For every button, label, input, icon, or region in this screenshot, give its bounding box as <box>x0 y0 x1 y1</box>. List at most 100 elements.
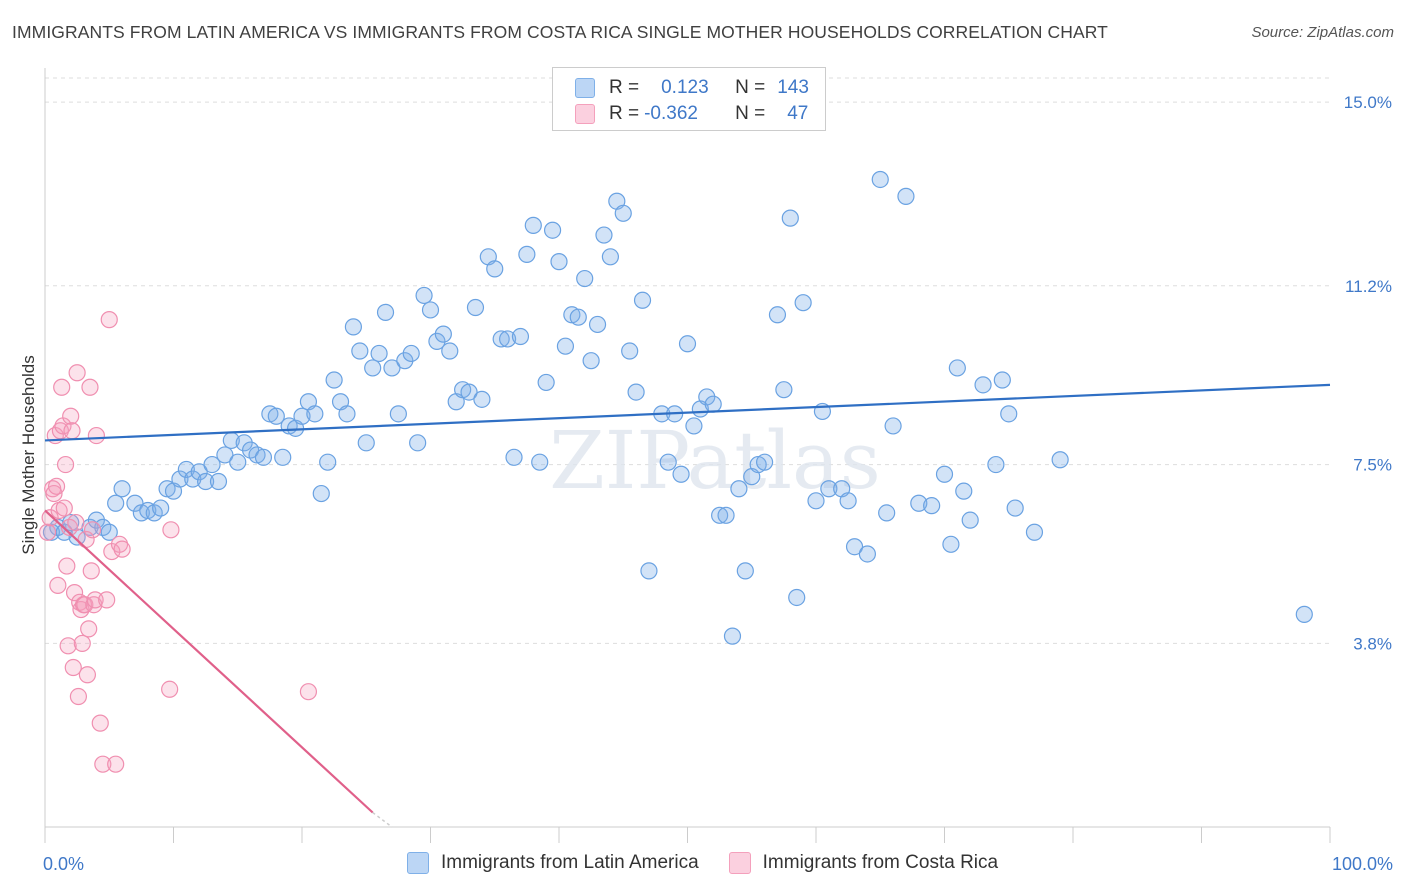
data-point-latin-america <box>338 405 356 423</box>
data-point-latin-america <box>961 511 979 529</box>
data-point-costa-rica <box>64 658 82 677</box>
x-tick-label: 100.0% <box>1332 854 1393 874</box>
data-point-latin-america <box>267 407 285 425</box>
data-point-latin-america <box>781 209 799 227</box>
data-point-latin-america <box>704 395 722 413</box>
legend-n-label: N = <box>735 103 766 124</box>
data-point-latin-america <box>595 226 613 244</box>
data-point-latin-america <box>884 417 902 435</box>
y-tick-label: 3.8% <box>1353 634 1392 653</box>
data-point-latin-america <box>974 376 992 394</box>
data-point-costa-rica <box>161 680 179 698</box>
data-point-latin-america <box>1025 523 1044 541</box>
data-point-costa-rica <box>91 714 109 732</box>
data-point-latin-america <box>717 506 735 524</box>
y-axis-title: Single Mother Households <box>19 355 38 554</box>
data-point-latin-america <box>357 434 375 452</box>
data-point-latin-america <box>177 460 195 479</box>
data-point-latin-america <box>389 405 407 423</box>
data-point-latin-america <box>254 448 273 466</box>
data-point-latin-america <box>107 494 125 512</box>
data-point-latin-america <box>723 627 742 645</box>
data-point-latin-america <box>370 344 388 363</box>
series-costa-rica <box>38 311 318 773</box>
data-point-latin-america <box>537 373 555 392</box>
data-point-latin-america <box>871 170 889 189</box>
data-point-latin-america <box>293 407 311 425</box>
data-point-latin-america <box>274 448 292 466</box>
data-point-latin-america <box>113 480 131 498</box>
data-point-costa-rica <box>63 422 81 440</box>
data-point-latin-america <box>775 381 793 399</box>
data-point-latin-america <box>582 352 600 370</box>
data-point-latin-america <box>614 204 632 222</box>
data-point-latin-america <box>730 480 748 498</box>
legend-item-latin-america: Immigrants from Latin America <box>407 852 699 874</box>
legend-n-label: N = <box>735 77 766 98</box>
data-point-latin-america <box>621 342 639 360</box>
data-point-latin-america <box>209 472 228 491</box>
data-point-latin-america <box>312 484 330 503</box>
data-point-latin-america <box>858 545 877 563</box>
data-point-latin-america <box>351 342 369 360</box>
data-point-latin-america <box>409 434 427 452</box>
data-point-latin-america <box>588 315 607 334</box>
trend-line-latin-america <box>44 383 1331 442</box>
data-point-latin-america <box>499 330 517 348</box>
data-point-latin-america <box>171 470 189 488</box>
x-tick-labels: 0.0% 100.0% <box>43 854 1393 874</box>
data-point-latin-america <box>993 371 1011 389</box>
chart-title: IMMIGRANTS FROM LATIN AMERICA VS IMMIGRA… <box>12 22 1108 42</box>
data-point-latin-america <box>633 291 652 309</box>
data-point-latin-america <box>531 453 549 471</box>
data-point-latin-america <box>306 405 324 423</box>
data-point-latin-america <box>466 298 485 317</box>
data-point-latin-america <box>678 335 697 353</box>
data-point-latin-america <box>376 303 395 321</box>
y-tick-labels: 3.8% 7.5% 11.2% 15.0% <box>1344 93 1392 653</box>
data-point-latin-america <box>711 506 729 524</box>
data-point-costa-rica <box>94 755 112 773</box>
legend-r-label: R = <box>609 77 640 98</box>
data-point-latin-america <box>402 344 420 363</box>
legend-swatch-blue <box>575 78 595 98</box>
data-point-latin-america <box>1006 499 1024 517</box>
data-point-costa-rica <box>113 540 131 558</box>
legend-swatch-pink <box>728 852 751 874</box>
legend-r-label: R = <box>609 103 640 124</box>
legend-label: Immigrants from Costa Rica <box>762 852 999 873</box>
data-point-latin-america <box>755 453 774 471</box>
data-point-latin-america <box>415 286 433 305</box>
data-point-latin-america <box>126 494 144 512</box>
data-point-costa-rica <box>100 311 118 329</box>
data-point-costa-rica <box>53 378 71 396</box>
data-point-latin-america <box>216 446 234 464</box>
series-legend: Immigrants from Latin America Immigrants… <box>407 852 1028 874</box>
x-tick-label: 0.0% <box>43 854 84 874</box>
data-point-latin-america <box>486 260 504 278</box>
legend-label: Immigrants from Latin America <box>441 852 699 873</box>
legend-row-latin-america: R = 0.123 N = 143 <box>575 75 809 101</box>
data-point-costa-rica <box>55 499 73 517</box>
data-point-latin-america <box>627 383 645 401</box>
data-point-latin-america <box>421 301 440 319</box>
data-point-costa-rica <box>87 426 106 445</box>
data-point-costa-rica <box>81 378 99 396</box>
data-point-costa-rica <box>65 584 84 602</box>
trend-extension-costa-rica <box>372 811 393 828</box>
data-point-costa-rica <box>98 591 116 609</box>
data-point-latin-america <box>441 342 459 360</box>
data-point-costa-rica <box>49 576 67 594</box>
data-point-latin-america <box>152 499 170 517</box>
data-point-costa-rica <box>41 509 59 527</box>
data-point-latin-america <box>685 417 703 435</box>
y-tick-label: 7.5% <box>1353 456 1392 475</box>
trend-line-costa-rica <box>44 509 374 814</box>
series-latin-america <box>42 170 1313 645</box>
data-point-latin-america <box>640 562 658 580</box>
data-point-latin-america <box>923 497 941 515</box>
legend-row-costa-rica: R = -0.362 N = 47 <box>575 101 808 127</box>
legend-item-costa-rica: Immigrants from Costa Rica <box>728 852 999 874</box>
data-point-costa-rica <box>83 521 102 539</box>
